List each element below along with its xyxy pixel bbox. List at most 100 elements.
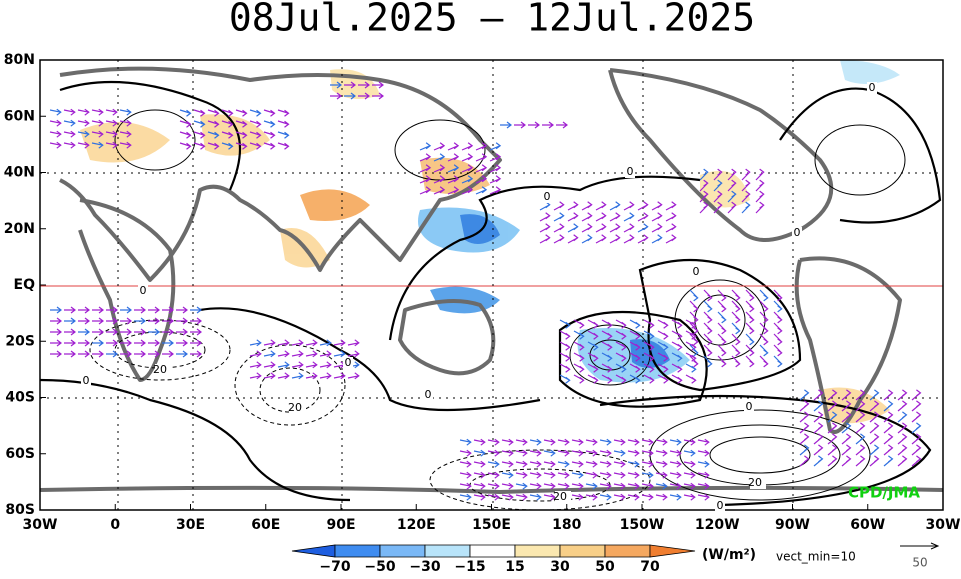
flux-vector — [529, 438, 542, 446]
flux-vector — [759, 322, 769, 335]
lon-label: 60W — [850, 517, 885, 533]
flux-vector — [573, 374, 585, 384]
flux-vector — [105, 108, 118, 116]
flux-vector — [581, 212, 593, 222]
lon-label: 90E — [326, 517, 355, 533]
flux-vector — [176, 306, 188, 314]
flux-vector — [623, 234, 635, 244]
lat-label: EQ — [14, 277, 36, 293]
flux-vector — [559, 374, 571, 384]
flux-vector — [669, 471, 682, 479]
flux-vector — [703, 289, 713, 302]
flux-vector — [557, 449, 570, 457]
contour-label: 0 — [693, 265, 700, 278]
flux-vector — [543, 482, 556, 490]
flux-vector — [613, 449, 626, 457]
flux-vector — [319, 361, 332, 369]
flux-vector — [657, 374, 669, 384]
flux-vector — [106, 306, 118, 314]
flux-vector — [627, 449, 640, 457]
flux-vector — [330, 81, 342, 89]
flux-vector — [542, 121, 554, 129]
flux-vector — [162, 350, 174, 358]
flux-vector — [869, 455, 880, 467]
flux-vector — [627, 482, 640, 490]
flux-vector — [897, 422, 908, 434]
flux-vector — [372, 81, 384, 89]
contour-label-bg — [792, 227, 802, 239]
flux-vector — [501, 460, 514, 468]
flux-vector — [671, 330, 683, 340]
flux-vector — [49, 108, 62, 116]
flux-vector — [249, 120, 262, 128]
flux-vector — [77, 108, 90, 116]
flux-vector — [319, 372, 332, 380]
flux-vector — [741, 201, 751, 214]
flux-vector — [601, 330, 613, 340]
flux-vector — [883, 411, 894, 423]
flux-vector — [515, 493, 528, 501]
flux-vector — [63, 108, 76, 116]
flux-vector — [731, 333, 741, 346]
flux-vector — [277, 131, 290, 139]
flux-vector — [643, 352, 655, 362]
title: 08Jul.2025 – 12Jul.2025 — [229, 0, 755, 40]
flux-vector — [78, 350, 90, 358]
flux-vector — [63, 130, 76, 138]
flux-vector — [193, 131, 206, 139]
flux-vector — [683, 460, 696, 468]
flux-vector — [193, 142, 206, 150]
flux-vector — [91, 119, 104, 127]
colorbar-segment — [379, 544, 426, 558]
lon-label: 60E — [251, 517, 280, 533]
flux-vector — [263, 361, 276, 369]
contour-label: 20 — [553, 490, 567, 503]
flux-vector — [813, 389, 824, 401]
flux-vector — [731, 355, 741, 368]
lat-label: 60S — [5, 446, 35, 462]
flux-vector — [683, 471, 696, 479]
flux-vector — [745, 344, 755, 357]
flux-vector — [433, 175, 446, 184]
flux-vector — [319, 339, 332, 347]
flux-vector — [277, 350, 290, 358]
flux-vector — [745, 311, 755, 324]
contour-label-bg — [691, 266, 701, 278]
flux-vector — [683, 449, 696, 457]
flux-vector — [799, 400, 810, 412]
flux-vector — [473, 493, 486, 501]
flux-vector — [528, 121, 540, 129]
flux-vector — [629, 363, 641, 373]
flux-vector — [162, 306, 174, 314]
contour-label-bg — [155, 364, 171, 376]
contour-label-bg — [138, 285, 148, 297]
flux-vector — [179, 120, 192, 128]
flux-vector — [263, 109, 276, 117]
flux-vector — [643, 341, 655, 351]
flux-vector — [235, 109, 248, 117]
flux-vector — [627, 471, 640, 479]
lat-label: 20N — [4, 221, 35, 237]
flux-vector — [207, 109, 220, 117]
flux-vector — [697, 482, 710, 490]
flux-vector — [489, 164, 502, 173]
flux-vector — [64, 339, 76, 347]
flux-vector — [162, 339, 174, 347]
flux-vector — [841, 444, 852, 456]
flux-vector — [689, 300, 699, 313]
flux-vector — [651, 201, 663, 211]
flux-vector — [827, 444, 838, 456]
flux-vector — [501, 493, 514, 501]
flux-vector — [221, 131, 234, 139]
flux-vector — [347, 350, 360, 358]
flux-vector — [559, 319, 571, 329]
flux-vector — [813, 400, 824, 412]
flux-vector — [699, 168, 709, 181]
flux-vector — [643, 363, 655, 373]
flux-vector — [897, 444, 908, 456]
lon-label: 150E — [472, 517, 511, 533]
flux-vector — [543, 449, 556, 457]
contour-label-bg — [555, 491, 571, 503]
flux-vector — [235, 120, 248, 128]
